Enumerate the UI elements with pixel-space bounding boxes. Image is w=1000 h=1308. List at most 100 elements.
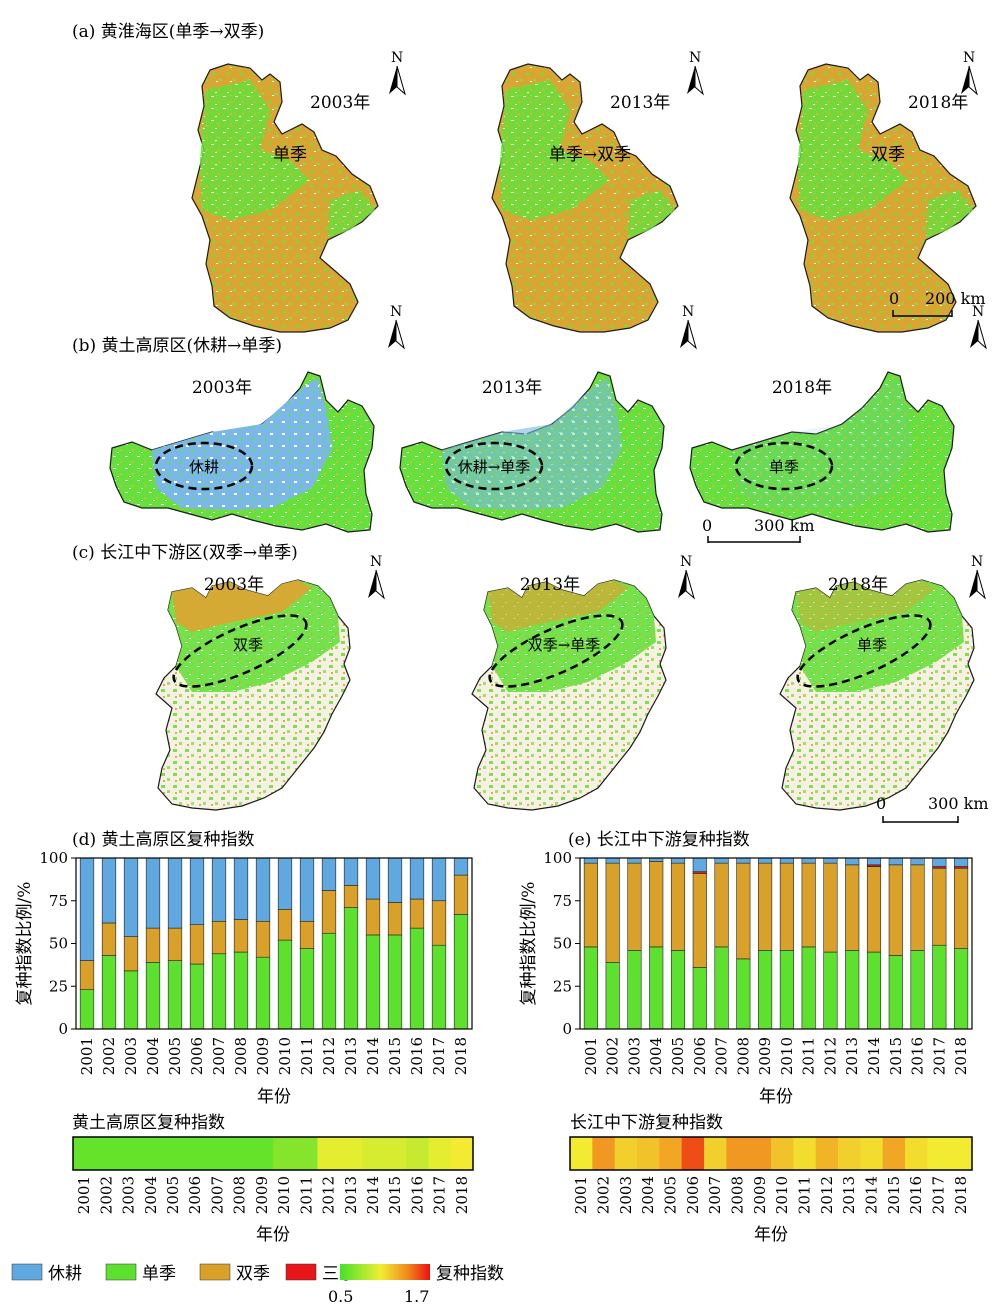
bar-2017-4 xyxy=(431,857,447,902)
heat-cell-2005 xyxy=(161,1137,185,1170)
north-arrow: N xyxy=(970,304,987,350)
y-tick-0: 0 xyxy=(58,1020,68,1038)
map-c-ellipse-3 xyxy=(796,614,932,688)
bar-2006-2 xyxy=(189,924,205,965)
scale-c-dist: 300 km xyxy=(928,794,989,813)
bar-2014-1 xyxy=(365,934,381,1030)
x-tick-2010: 2010 xyxy=(276,1037,294,1075)
x-tick-2013: 2013 xyxy=(342,1037,360,1075)
bar-2009-1 xyxy=(255,956,271,1030)
x-tick-2008: 2008 xyxy=(734,1037,752,1075)
bar-2007-1 xyxy=(714,946,729,1030)
heat-frame xyxy=(72,1136,474,1171)
bar-2010-1 xyxy=(779,950,794,1030)
bar-2008-4 xyxy=(736,857,751,864)
x-tick-2018: 2018 xyxy=(452,1037,470,1075)
map-c-year-3: 2018年 xyxy=(828,575,888,595)
bar-2017-1 xyxy=(932,944,947,1030)
bar-2001-2 xyxy=(79,960,95,990)
bar-2007-1 xyxy=(211,953,227,1030)
heat-cell-2007 xyxy=(206,1137,230,1170)
bar-2017-4 xyxy=(932,857,947,867)
map-b-label-3: 单季 xyxy=(769,458,799,476)
heat-tick-2016: 2016 xyxy=(408,1176,426,1214)
scale-bar-a: 0 200 km xyxy=(889,289,986,317)
bar-2013-1 xyxy=(343,907,359,1030)
map-b-ellipse-3 xyxy=(734,441,834,491)
north-arrow-right xyxy=(968,65,978,96)
bar-2001-2 xyxy=(583,862,598,948)
bar-2017-2 xyxy=(431,900,447,946)
north-arrow-right xyxy=(694,65,704,96)
north-arrow-left xyxy=(389,66,397,94)
heat-tick-2001: 2001 xyxy=(572,1176,590,1214)
heat-tick-2004: 2004 xyxy=(639,1176,657,1214)
north-label: N xyxy=(971,554,983,570)
bar-2012-4 xyxy=(321,857,337,891)
legend-label-3: 双季 xyxy=(236,1264,270,1284)
map-a-green-east-2 xyxy=(628,190,675,238)
legend-label-2: 单季 xyxy=(142,1264,176,1284)
bar-2014-1 xyxy=(866,951,882,1030)
x-tick-2002: 2002 xyxy=(100,1037,118,1075)
map-a-label-3: 双季 xyxy=(871,145,905,165)
north-arrow: N xyxy=(969,554,986,600)
map-b-title: (b) 黄土高原区(休耕→单季) xyxy=(72,336,282,356)
heat-cell-2001 xyxy=(570,1137,593,1170)
heat-cell-2012 xyxy=(317,1137,341,1170)
x-tick-2014: 2014 xyxy=(865,1037,883,1075)
heat-tick-2014: 2014 xyxy=(364,1176,382,1214)
north-arrow-right xyxy=(396,65,406,96)
bar-2004-1 xyxy=(145,962,161,1030)
heat-tick-2010: 2010 xyxy=(275,1176,293,1214)
bar-2016-2 xyxy=(409,898,425,929)
heat-tick-2014: 2014 xyxy=(863,1176,881,1214)
bar-2009-2 xyxy=(255,920,271,958)
north-label: N xyxy=(682,304,694,320)
bar-2015-1 xyxy=(888,955,903,1030)
bar-2011-1 xyxy=(299,948,315,1030)
x-tick-2004: 2004 xyxy=(647,1037,665,1075)
bar-2005-4 xyxy=(167,857,183,929)
heat-tick-2015: 2015 xyxy=(885,1176,903,1214)
bar-2004-2 xyxy=(145,927,161,963)
x-axis-label: 年份 xyxy=(257,1087,291,1107)
bar-2009-4 xyxy=(758,857,773,864)
scale-b-dist: 300 km xyxy=(754,516,815,535)
heat-tick-2009: 2009 xyxy=(253,1176,271,1214)
bar-2001-4 xyxy=(583,857,598,864)
heat-cell-2011 xyxy=(793,1137,817,1170)
heat-tick-2008: 2008 xyxy=(231,1176,249,1214)
heat-tick-2005: 2005 xyxy=(164,1176,182,1214)
bar-2016-4 xyxy=(910,857,925,866)
bar-2013-4 xyxy=(845,857,860,866)
map-c-double-1 xyxy=(172,580,312,632)
north-arrow-left xyxy=(969,570,977,598)
north-label: N xyxy=(689,50,701,66)
map-b-year-3: 2018年 xyxy=(772,378,832,398)
x-tick-2016: 2016 xyxy=(909,1037,927,1075)
map-c-north-green-3 xyxy=(792,580,964,692)
bar-2006-4 xyxy=(189,857,205,925)
bar-2016-1 xyxy=(409,927,425,1030)
bar-2013-1 xyxy=(845,950,860,1030)
x-tick-2007: 2007 xyxy=(713,1037,731,1075)
bar-2015-4 xyxy=(888,857,903,866)
x-tick-2012: 2012 xyxy=(821,1037,839,1075)
x-tick-2010: 2010 xyxy=(778,1037,796,1075)
heat-tick-2007: 2007 xyxy=(706,1176,724,1214)
x-tick-2009: 2009 xyxy=(254,1037,272,1075)
map-c-year-1: 2003年 xyxy=(204,575,264,595)
heat-frame xyxy=(569,1136,973,1171)
heat-cell-2005 xyxy=(659,1137,683,1170)
heat-tick-2013: 2013 xyxy=(840,1176,858,1214)
bar-2012-4 xyxy=(823,857,838,864)
heat-tick-2005: 2005 xyxy=(662,1176,680,1214)
heat-cell-2003 xyxy=(117,1137,141,1170)
bar-2015-1 xyxy=(387,934,403,1030)
heat-tick-2012: 2012 xyxy=(818,1176,836,1214)
